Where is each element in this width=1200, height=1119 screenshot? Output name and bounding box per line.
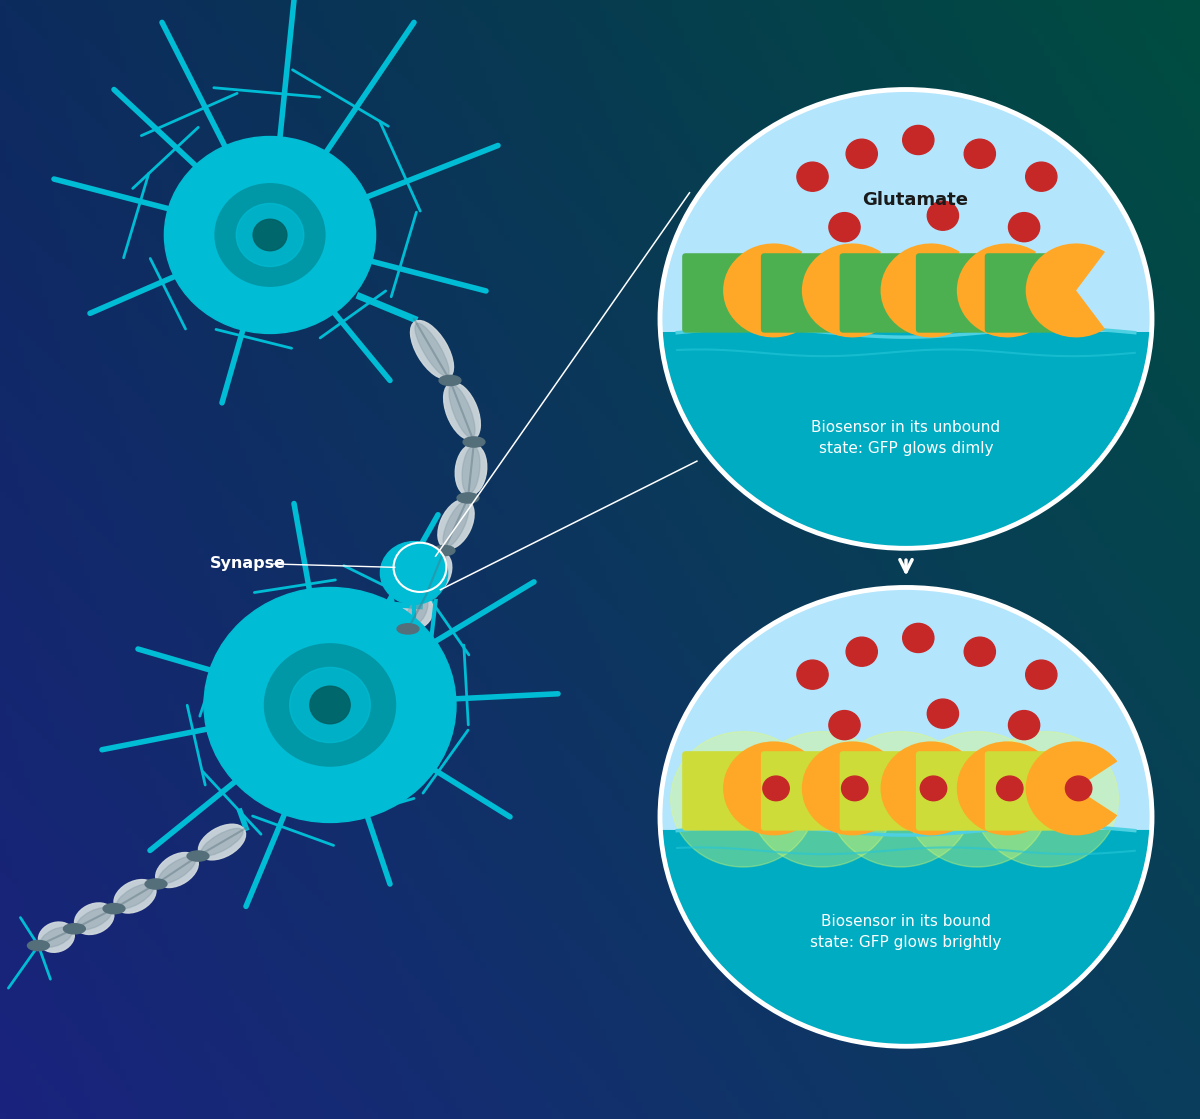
Circle shape — [310, 686, 350, 724]
Circle shape — [750, 732, 895, 867]
FancyBboxPatch shape — [840, 253, 913, 332]
Ellipse shape — [463, 436, 485, 448]
Circle shape — [253, 219, 287, 251]
Circle shape — [763, 777, 790, 801]
Circle shape — [928, 699, 959, 728]
Circle shape — [902, 125, 934, 154]
Ellipse shape — [410, 320, 454, 379]
Ellipse shape — [202, 828, 242, 856]
Circle shape — [964, 139, 996, 168]
Circle shape — [902, 623, 934, 652]
Circle shape — [828, 732, 973, 867]
FancyBboxPatch shape — [985, 751, 1058, 830]
Circle shape — [204, 587, 456, 822]
Polygon shape — [660, 319, 1152, 548]
Text: Biosensor in its unbound
state: GFP glows dimly: Biosensor in its unbound state: GFP glow… — [811, 421, 1001, 457]
Ellipse shape — [419, 552, 451, 594]
FancyBboxPatch shape — [761, 253, 834, 332]
Circle shape — [671, 732, 816, 867]
Circle shape — [964, 637, 996, 666]
Wedge shape — [724, 244, 803, 338]
Circle shape — [1026, 162, 1057, 191]
Ellipse shape — [433, 545, 455, 556]
Ellipse shape — [77, 908, 112, 930]
Circle shape — [236, 204, 304, 266]
Ellipse shape — [438, 499, 474, 549]
Circle shape — [660, 587, 1152, 1046]
Ellipse shape — [158, 856, 196, 884]
Circle shape — [264, 643, 396, 767]
Wedge shape — [1026, 244, 1105, 338]
Ellipse shape — [455, 444, 487, 496]
Text: Biosensor in its bound
state: GFP glows brightly: Biosensor in its bound state: GFP glows … — [810, 913, 1002, 950]
Ellipse shape — [449, 385, 475, 438]
Wedge shape — [802, 742, 894, 836]
Ellipse shape — [103, 903, 125, 914]
Circle shape — [661, 91, 1151, 547]
Wedge shape — [724, 742, 815, 836]
Circle shape — [661, 589, 1151, 1045]
FancyBboxPatch shape — [683, 253, 756, 332]
Wedge shape — [1026, 742, 1117, 836]
Circle shape — [1066, 777, 1092, 801]
Ellipse shape — [64, 923, 85, 934]
Circle shape — [289, 667, 371, 743]
Ellipse shape — [415, 323, 449, 376]
Circle shape — [215, 184, 325, 286]
Wedge shape — [956, 742, 1049, 836]
Circle shape — [1008, 213, 1039, 242]
Ellipse shape — [38, 922, 74, 952]
FancyBboxPatch shape — [761, 751, 834, 830]
Wedge shape — [956, 244, 1036, 338]
Circle shape — [846, 637, 877, 666]
Ellipse shape — [401, 595, 433, 629]
FancyBboxPatch shape — [683, 751, 756, 830]
Circle shape — [841, 777, 868, 801]
Ellipse shape — [397, 623, 419, 634]
Circle shape — [905, 732, 1050, 867]
Ellipse shape — [28, 940, 49, 951]
Circle shape — [1026, 660, 1057, 689]
Text: Glutamate: Glutamate — [863, 190, 968, 208]
Polygon shape — [660, 817, 1152, 1046]
FancyBboxPatch shape — [985, 253, 1058, 332]
Wedge shape — [802, 244, 881, 338]
Ellipse shape — [415, 590, 437, 601]
Text: Synapse: Synapse — [210, 556, 286, 572]
FancyBboxPatch shape — [840, 751, 913, 830]
FancyBboxPatch shape — [916, 253, 989, 332]
Ellipse shape — [74, 903, 114, 934]
Ellipse shape — [198, 825, 246, 859]
Circle shape — [797, 162, 828, 191]
Circle shape — [829, 213, 860, 242]
Circle shape — [164, 137, 376, 333]
Circle shape — [996, 777, 1022, 801]
Circle shape — [1008, 711, 1039, 740]
Ellipse shape — [439, 375, 461, 386]
Wedge shape — [881, 742, 972, 836]
Circle shape — [973, 732, 1118, 867]
Ellipse shape — [156, 853, 198, 887]
Circle shape — [920, 777, 947, 801]
Ellipse shape — [114, 880, 156, 913]
Ellipse shape — [41, 927, 72, 948]
Ellipse shape — [443, 501, 469, 547]
Circle shape — [380, 542, 448, 604]
Ellipse shape — [145, 878, 167, 890]
Circle shape — [660, 90, 1152, 548]
Ellipse shape — [187, 850, 209, 862]
Circle shape — [829, 711, 860, 740]
Ellipse shape — [457, 492, 479, 504]
Circle shape — [846, 139, 877, 168]
Circle shape — [797, 660, 828, 689]
Ellipse shape — [424, 554, 446, 592]
Ellipse shape — [462, 446, 480, 493]
Circle shape — [928, 201, 959, 231]
Ellipse shape — [406, 598, 428, 627]
Wedge shape — [881, 244, 960, 338]
Ellipse shape — [444, 383, 480, 440]
Ellipse shape — [116, 884, 154, 909]
FancyBboxPatch shape — [916, 751, 989, 830]
